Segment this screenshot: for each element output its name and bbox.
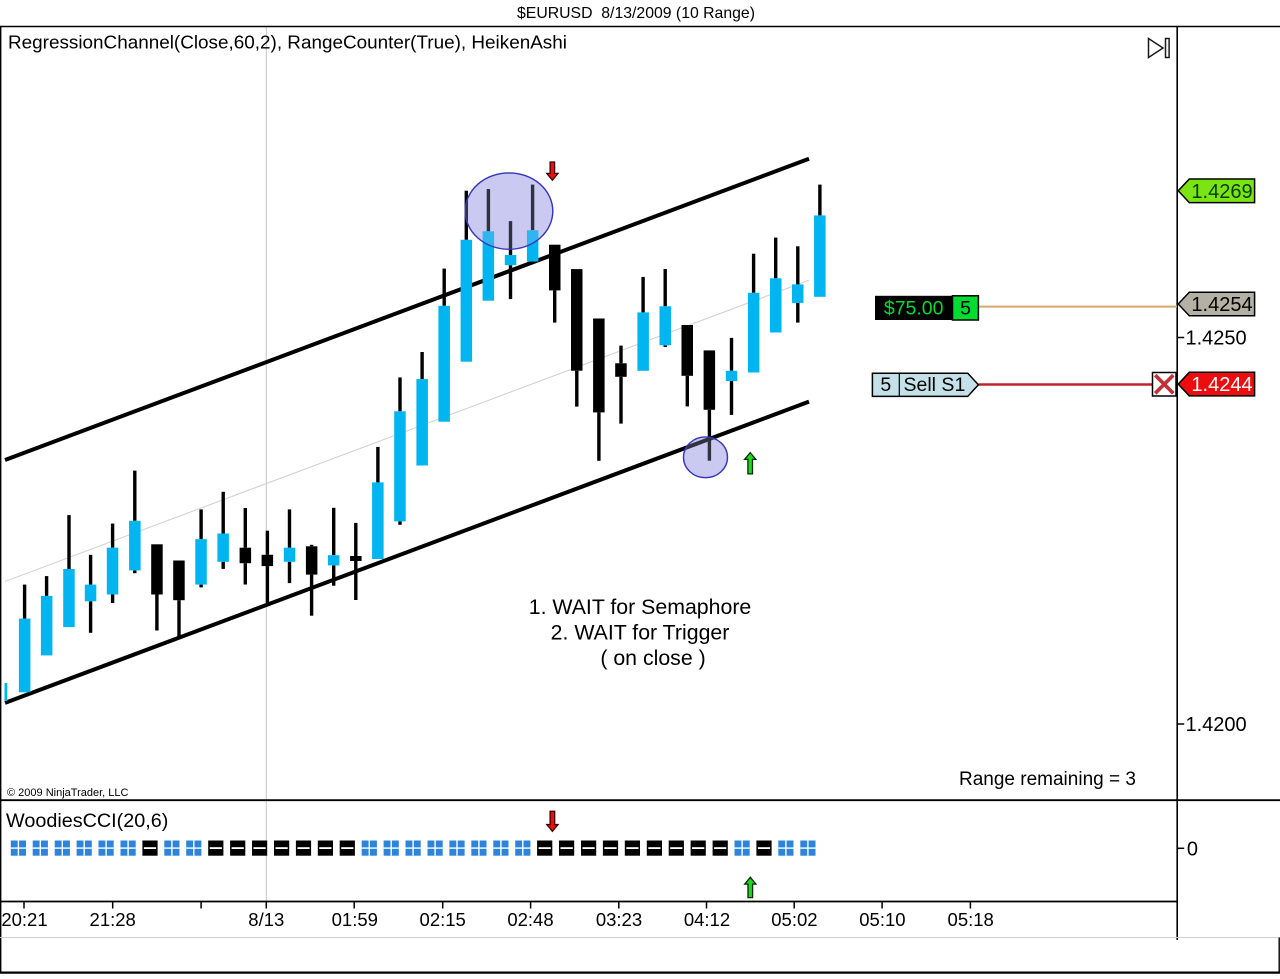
svg-text:1.4250: 1.4250 xyxy=(1186,328,1247,350)
svg-text:© 2009 NinjaTrader, LLC: © 2009 NinjaTrader, LLC xyxy=(7,787,128,799)
svg-text:04:12: 04:12 xyxy=(684,909,730,930)
svg-text:20:21: 20:21 xyxy=(1,909,47,930)
svg-text:$EURUSD 8/13/2009 (10 Range): $EURUSD 8/13/2009 (10 Range) xyxy=(517,5,755,22)
svg-text:1.4269: 1.4269 xyxy=(1191,181,1252,203)
svg-text:WoodiesCCI(20,6): WoodiesCCI(20,6) xyxy=(6,810,168,832)
svg-text:8/13: 8/13 xyxy=(248,909,284,930)
svg-text:05:02: 05:02 xyxy=(771,909,817,930)
svg-text:05:18: 05:18 xyxy=(948,909,994,930)
svg-text:5: 5 xyxy=(880,374,891,396)
svg-text:02:15: 02:15 xyxy=(420,909,466,930)
svg-text:0: 0 xyxy=(1187,838,1198,860)
svg-text:1.4254: 1.4254 xyxy=(1191,294,1252,316)
svg-text:5: 5 xyxy=(960,298,971,320)
svg-text:( on close ): ( on close ) xyxy=(600,646,705,670)
svg-text:Range remaining = 3: Range remaining = 3 xyxy=(959,769,1136,790)
svg-text:21:28: 21:28 xyxy=(90,909,136,930)
svg-text:05:10: 05:10 xyxy=(859,909,905,930)
svg-text:01:59: 01:59 xyxy=(332,909,378,930)
svg-text:03:23: 03:23 xyxy=(596,909,642,930)
svg-text:2. WAIT for Trigger: 2. WAIT for Trigger xyxy=(551,621,730,645)
svg-text:1.4244: 1.4244 xyxy=(1191,374,1252,396)
svg-text:1. WAIT for Semaphore: 1. WAIT for Semaphore xyxy=(529,595,752,619)
svg-text:Sell S1: Sell S1 xyxy=(904,374,966,396)
svg-text:1.4200: 1.4200 xyxy=(1186,714,1247,736)
svg-text:02:48: 02:48 xyxy=(507,909,553,930)
svg-text:$75.00: $75.00 xyxy=(884,298,944,320)
svg-text:RegressionChannel(Close,60,2),: RegressionChannel(Close,60,2), RangeCoun… xyxy=(8,33,567,54)
